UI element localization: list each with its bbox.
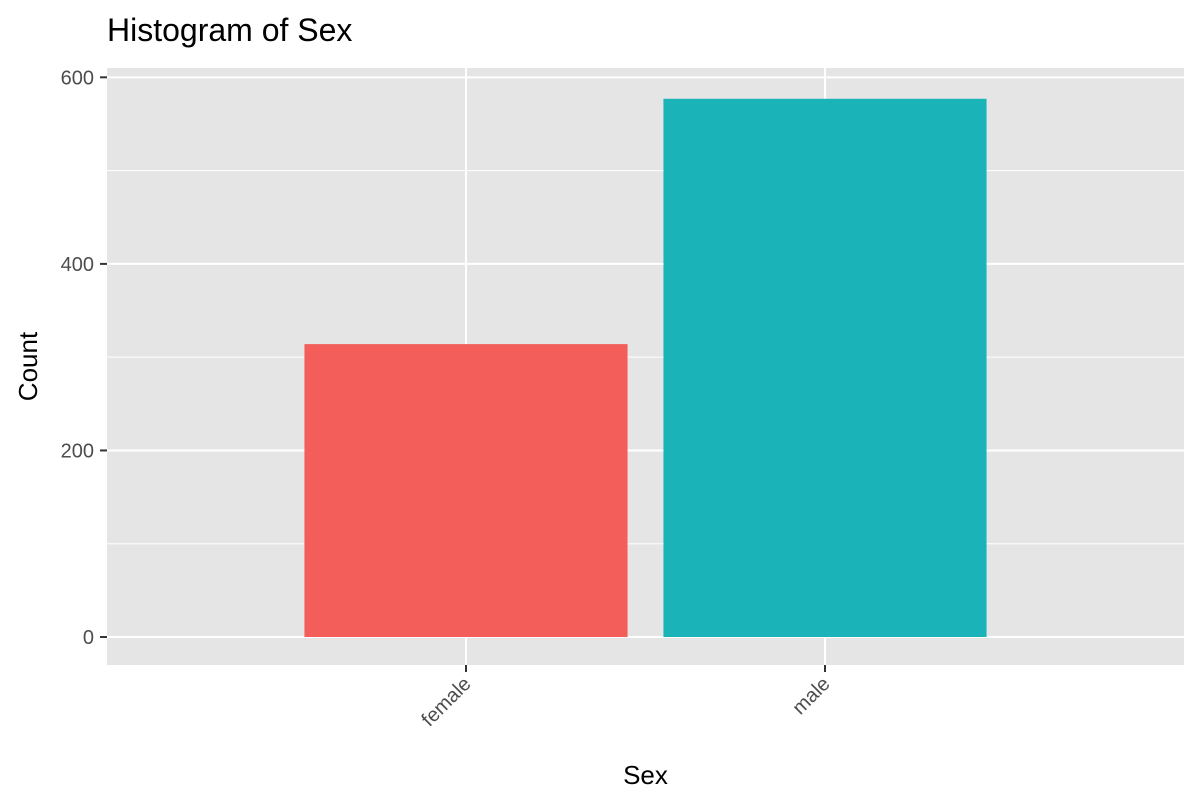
y-axis-title: Count: [13, 331, 43, 401]
chart-title: Histogram of Sex: [107, 12, 352, 48]
y-tick-label: 600: [61, 67, 94, 89]
bar-female: [304, 344, 628, 638]
bar-layer: [304, 98, 987, 638]
y-tick-label: 400: [61, 254, 94, 276]
y-tick-label: 200: [61, 440, 94, 462]
x-axis-title: Sex: [623, 760, 668, 790]
y-tick-label: 0: [83, 627, 94, 649]
x-tick-label: male: [788, 673, 834, 719]
x-tick-label: female: [418, 673, 476, 731]
plot-panel: [107, 68, 1184, 665]
bar-male: [663, 98, 987, 638]
